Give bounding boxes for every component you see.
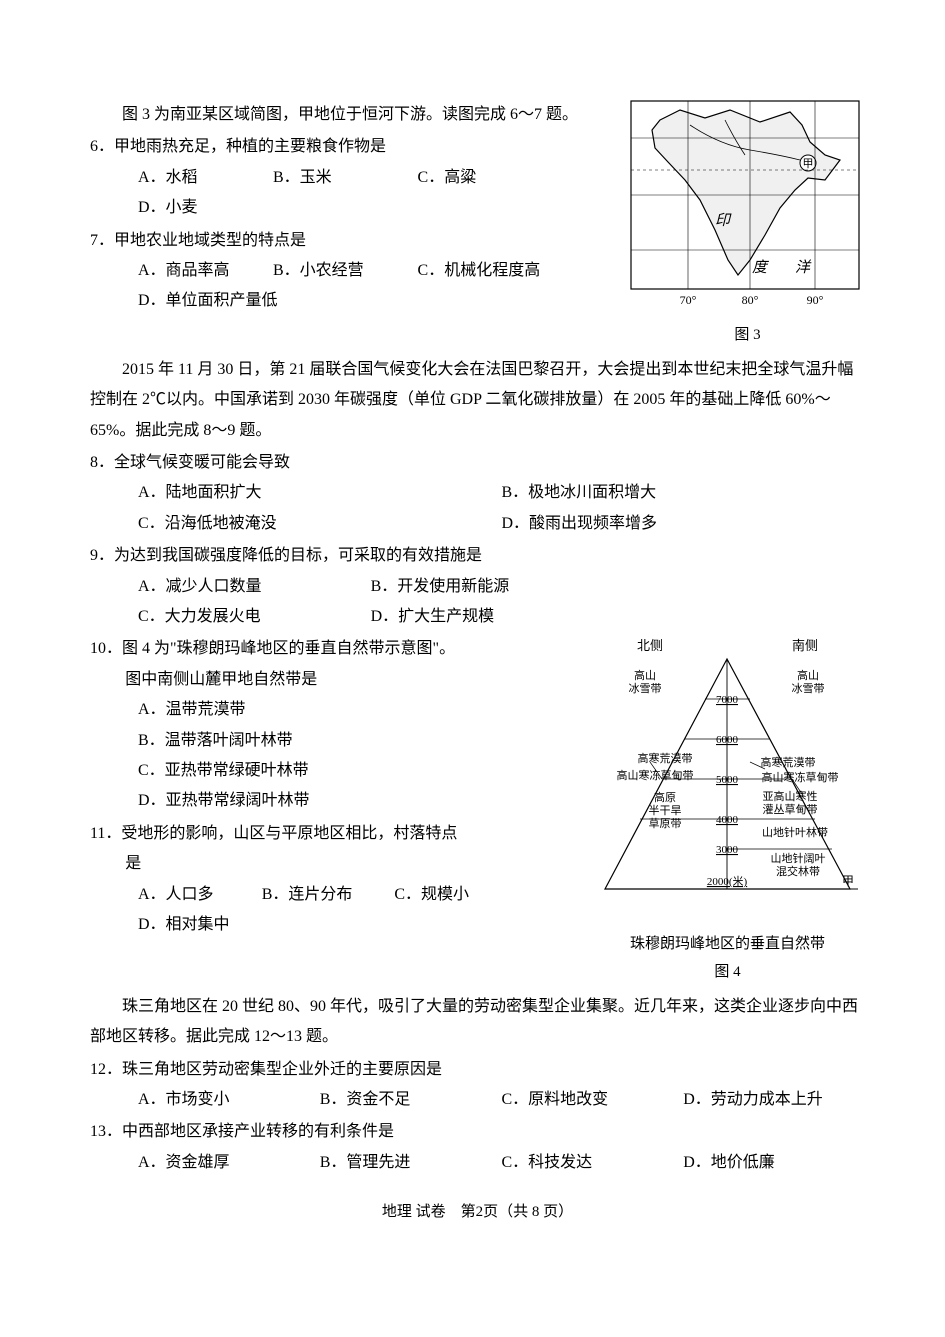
- q6-opt-d: D．小麦: [138, 193, 283, 223]
- q7-opt-c: C．机械化程度高: [418, 256, 582, 286]
- q12-opt-b: B．资金不足: [320, 1085, 502, 1115]
- q9-opt-b: B．开发使用新能源: [371, 572, 662, 602]
- figure-4-caption-2: 图 4: [590, 958, 865, 987]
- intro-12-13: 珠三角地区在 20 世纪 80、90 年代，吸引了大量的劳动密集型企业集聚。近几…: [90, 992, 865, 1053]
- fig4-zone-s-mixed-2: 混交林带: [776, 864, 820, 878]
- elev-4000: 4000: [716, 814, 739, 826]
- fig4-zone-s-snow-1: 高山: [797, 668, 819, 682]
- figure-3-container: 甲 印 度 洋 30° 23°26' 20° 10° 70° 80° 90° 图…: [630, 100, 865, 350]
- q9-opt-a: A．减少人口数量: [138, 572, 371, 602]
- fig4-north-label: 北侧: [637, 638, 663, 653]
- q13-opt-a: A．资金雄厚: [138, 1148, 320, 1178]
- elev-3000: 3000: [716, 844, 739, 856]
- q9-stem: 9．为达到我国碳强度降低的目标，可采取的有效措施是: [90, 541, 865, 571]
- q13-opt-b: B．管理先进: [320, 1148, 502, 1178]
- fig4-zone-s-shrub-1: 亚高山寒性: [763, 789, 818, 803]
- fig4-zone-n-steppe-3: 草原带: [649, 817, 682, 830]
- fig4-zone-n-steppe-1: 高原: [654, 790, 676, 804]
- fig4-zone-n-desert: 高寒荒漠带: [638, 751, 693, 765]
- q12-stem: 12．珠三角地区劳动密集型企业外迁的主要原因是: [90, 1055, 865, 1085]
- fig4-zone-n-meadow: 高山寒冻草甸带: [617, 768, 694, 782]
- fig4-zone-s-conifer: 山地针叶林带: [762, 825, 828, 839]
- q13-stem: 13．中西部地区承接产业转移的有利条件是: [90, 1117, 865, 1147]
- q11-opt-b: B．连片分布: [262, 880, 395, 910]
- fig4-zone-n-steppe-2: 半干旱: [649, 803, 682, 817]
- fig4-zone-n-snow-1: 高山: [634, 668, 656, 682]
- fig4-zone-n-snow-2: 冰雪带: [629, 682, 662, 695]
- figure-3-caption: 图 3: [630, 321, 865, 350]
- q7-opt-d: D．单位面积产量低: [138, 286, 312, 316]
- q8-stem: 8．全球气候变暖可能会导致: [90, 448, 865, 478]
- question-12: 12．珠三角地区劳动密集型企业外迁的主要原因是 A．市场变小 B．资金不足 C．…: [90, 1055, 865, 1116]
- q7-opt-b: B．小农经营: [273, 256, 418, 286]
- elev-7000: 7000: [716, 694, 739, 706]
- q6-opt-a: A．水稻: [138, 163, 273, 193]
- q13-opt-d: D．地价低廉: [683, 1148, 865, 1178]
- q8-opt-a: A．陆地面积扩大: [138, 478, 502, 508]
- fig4-zone-s-desert: 高寒荒漠带: [761, 755, 816, 769]
- lon-90: 90°: [807, 293, 824, 307]
- q8-opt-b: B．极地冰川面积增大: [502, 478, 866, 508]
- lon-80: 80°: [742, 293, 759, 307]
- elev-5000: 5000: [716, 774, 739, 786]
- q12-opt-a: A．市场变小: [138, 1085, 320, 1115]
- elev-2000: 2000(米): [707, 875, 748, 888]
- fig4-zone-s-meadow: 高山寒冻草甸带: [762, 770, 839, 784]
- page-footer: 地理 试卷 第2页（共 8 页）: [90, 1198, 865, 1227]
- question-8: 8．全球气候变暖可能会导致 A．陆地面积扩大 B．极地冰川面积增大 C．沿海低地…: [90, 448, 865, 539]
- q9-opt-d: D．扩大生产规模: [371, 602, 662, 632]
- fig4-zone-s-snow-2: 冰雪带: [792, 682, 825, 695]
- fig4-zone-s-shrub-2: 灌丛草甸带: [763, 803, 818, 816]
- map-jia-label: 甲: [803, 158, 814, 170]
- q12-opt-d: D．劳动力成本上升: [683, 1085, 865, 1115]
- q12-opt-c: C．原料地改变: [502, 1085, 684, 1115]
- map-label-yin: 印: [715, 212, 732, 229]
- figure-4-diagram: 北侧 南侧 7000 6000 5000: [590, 634, 865, 914]
- intro-8-9: 2015 年 11 月 30 日，第 21 届联合国气候变化大会在法国巴黎召开，…: [90, 355, 865, 446]
- figure-3-map: 甲 印 度 洋 30° 23°26' 20° 10° 70° 80° 90°: [630, 100, 860, 310]
- q7-opt-a: A．商品率高: [138, 256, 273, 286]
- q9-opt-c: C．大力发展火电: [138, 602, 371, 632]
- q11-opt-c: C．规模小: [394, 880, 518, 910]
- q11-opt-d: D．相对集中: [138, 910, 271, 940]
- question-9: 9．为达到我国碳强度降低的目标，可采取的有效措施是 A．减少人口数量 B．开发使…: [90, 541, 865, 632]
- map-label-du: 度: [752, 259, 769, 276]
- map-label-yang: 洋: [795, 259, 812, 276]
- q8-opt-d: D．酸雨出现频率增多: [502, 509, 866, 539]
- fig4-zone-s-mixed-1: 山地针阔叶: [771, 851, 826, 865]
- q13-opt-c: C．科技发达: [502, 1148, 684, 1178]
- q8-opt-c: C．沿海低地被淹没: [138, 509, 502, 539]
- figure-4-caption-1: 珠穆朗玛峰地区的垂直自然带: [590, 930, 865, 959]
- question-13: 13．中西部地区承接产业转移的有利条件是 A．资金雄厚 B．管理先进 C．科技发…: [90, 1117, 865, 1178]
- elev-6000: 6000: [716, 734, 739, 746]
- q11-opt-a: A．人口多: [138, 880, 262, 910]
- figure-4-container: 北侧 南侧 7000 6000 5000: [590, 634, 865, 986]
- fig4-zone-jia: 甲: [842, 874, 854, 888]
- fig4-south-label: 南侧: [792, 638, 818, 653]
- lon-70: 70°: [680, 293, 697, 307]
- q6-opt-c: C．高粱: [418, 163, 553, 193]
- q6-opt-b: B．玉米: [273, 163, 418, 193]
